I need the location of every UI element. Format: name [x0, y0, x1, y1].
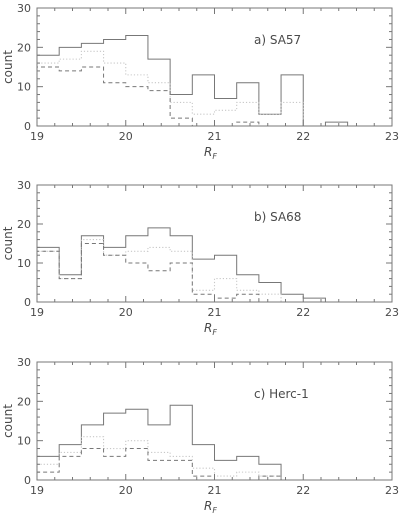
- panel-c-x-tick-label: 22: [296, 484, 310, 497]
- panel-a-x-tick-label: 19: [30, 130, 44, 143]
- panel-c-y-axis-label: count: [1, 404, 15, 438]
- panel-c-frame: [36, 361, 393, 481]
- panel-b-series-dashed-line: [36, 243, 348, 303]
- panel-b-x-tick-label: 23: [385, 306, 399, 319]
- panel-b-series-solid-line: [36, 227, 348, 303]
- panel-c-series-dotted-line: [36, 436, 348, 481]
- panel-c: 19 20 21 22 23 0 10 20 30 count RF c) Herc-1: [1, 356, 399, 515]
- panel-a-x-axis-label: RF: [204, 145, 217, 161]
- panel-a-y-tick-label: 0: [24, 120, 31, 133]
- panel-b-y-axis-label: count: [1, 226, 15, 260]
- panel-a-x-tick-label: 20: [119, 130, 133, 143]
- panel-a-series-dashed-line: [36, 66, 348, 127]
- panel-c-series-solid-line: [36, 404, 348, 481]
- panel-a-y-tick-label: 20: [17, 41, 31, 54]
- panel-b-frame: [36, 184, 393, 303]
- panel-a-y-tick-label: 10: [17, 81, 31, 94]
- panel-b-x-tick-label: 20: [119, 306, 133, 319]
- panel-b-y-tick-label: 0: [24, 296, 31, 309]
- panel-a-series-solid-line: [36, 35, 349, 127]
- panel-a-x-tick-label: 22: [296, 130, 310, 143]
- panel-b-x-tick-label: 21: [208, 306, 222, 319]
- panel-c-y-tick-label: 10: [17, 435, 31, 448]
- panel-a-label: a) SA57: [254, 33, 301, 47]
- panel-c-x-axis-label: RF: [204, 499, 217, 515]
- panel-c-x-tick-label: 23: [385, 484, 399, 497]
- panel-b-x-axis-label: RF: [204, 321, 217, 337]
- panel-a-y-tick-label: 30: [17, 2, 31, 15]
- panel-c-label: c) Herc-1: [254, 387, 309, 401]
- panel-c-y-tick-label: 0: [24, 474, 31, 487]
- panel-b-y-tick-label: 10: [17, 257, 31, 270]
- panel-c-y-tick-label: 30: [17, 356, 31, 369]
- panel-c-series-dashed-line: [36, 448, 348, 481]
- panel-b: 19 20 21 22 23 0 10 20 30 count RF b) SA68: [1, 179, 399, 337]
- panel-b-x-tick-label: 22: [296, 306, 310, 319]
- panel-b-y-tick-label: 20: [17, 218, 31, 231]
- panel-a-x-tick-label: 21: [208, 130, 222, 143]
- panel-b-label: b) SA68: [254, 210, 301, 224]
- panel-c-x-tick-label: 19: [30, 484, 44, 497]
- panel-c-x-tick-label: 21: [208, 484, 222, 497]
- panel-a-y-axis-label: count: [1, 50, 15, 84]
- panel-b-y-tick-label: 30: [17, 179, 31, 192]
- panel-c-y-tick-label: 20: [17, 395, 31, 408]
- panel-a-x-tick-label: 23: [385, 130, 399, 143]
- panel-a: 19 20 21 22 23 0 10 20 30 count RF a) SA57: [1, 2, 399, 161]
- panel-b-x-tick-label: 19: [30, 306, 44, 319]
- panel-c-x-tick-label: 20: [119, 484, 133, 497]
